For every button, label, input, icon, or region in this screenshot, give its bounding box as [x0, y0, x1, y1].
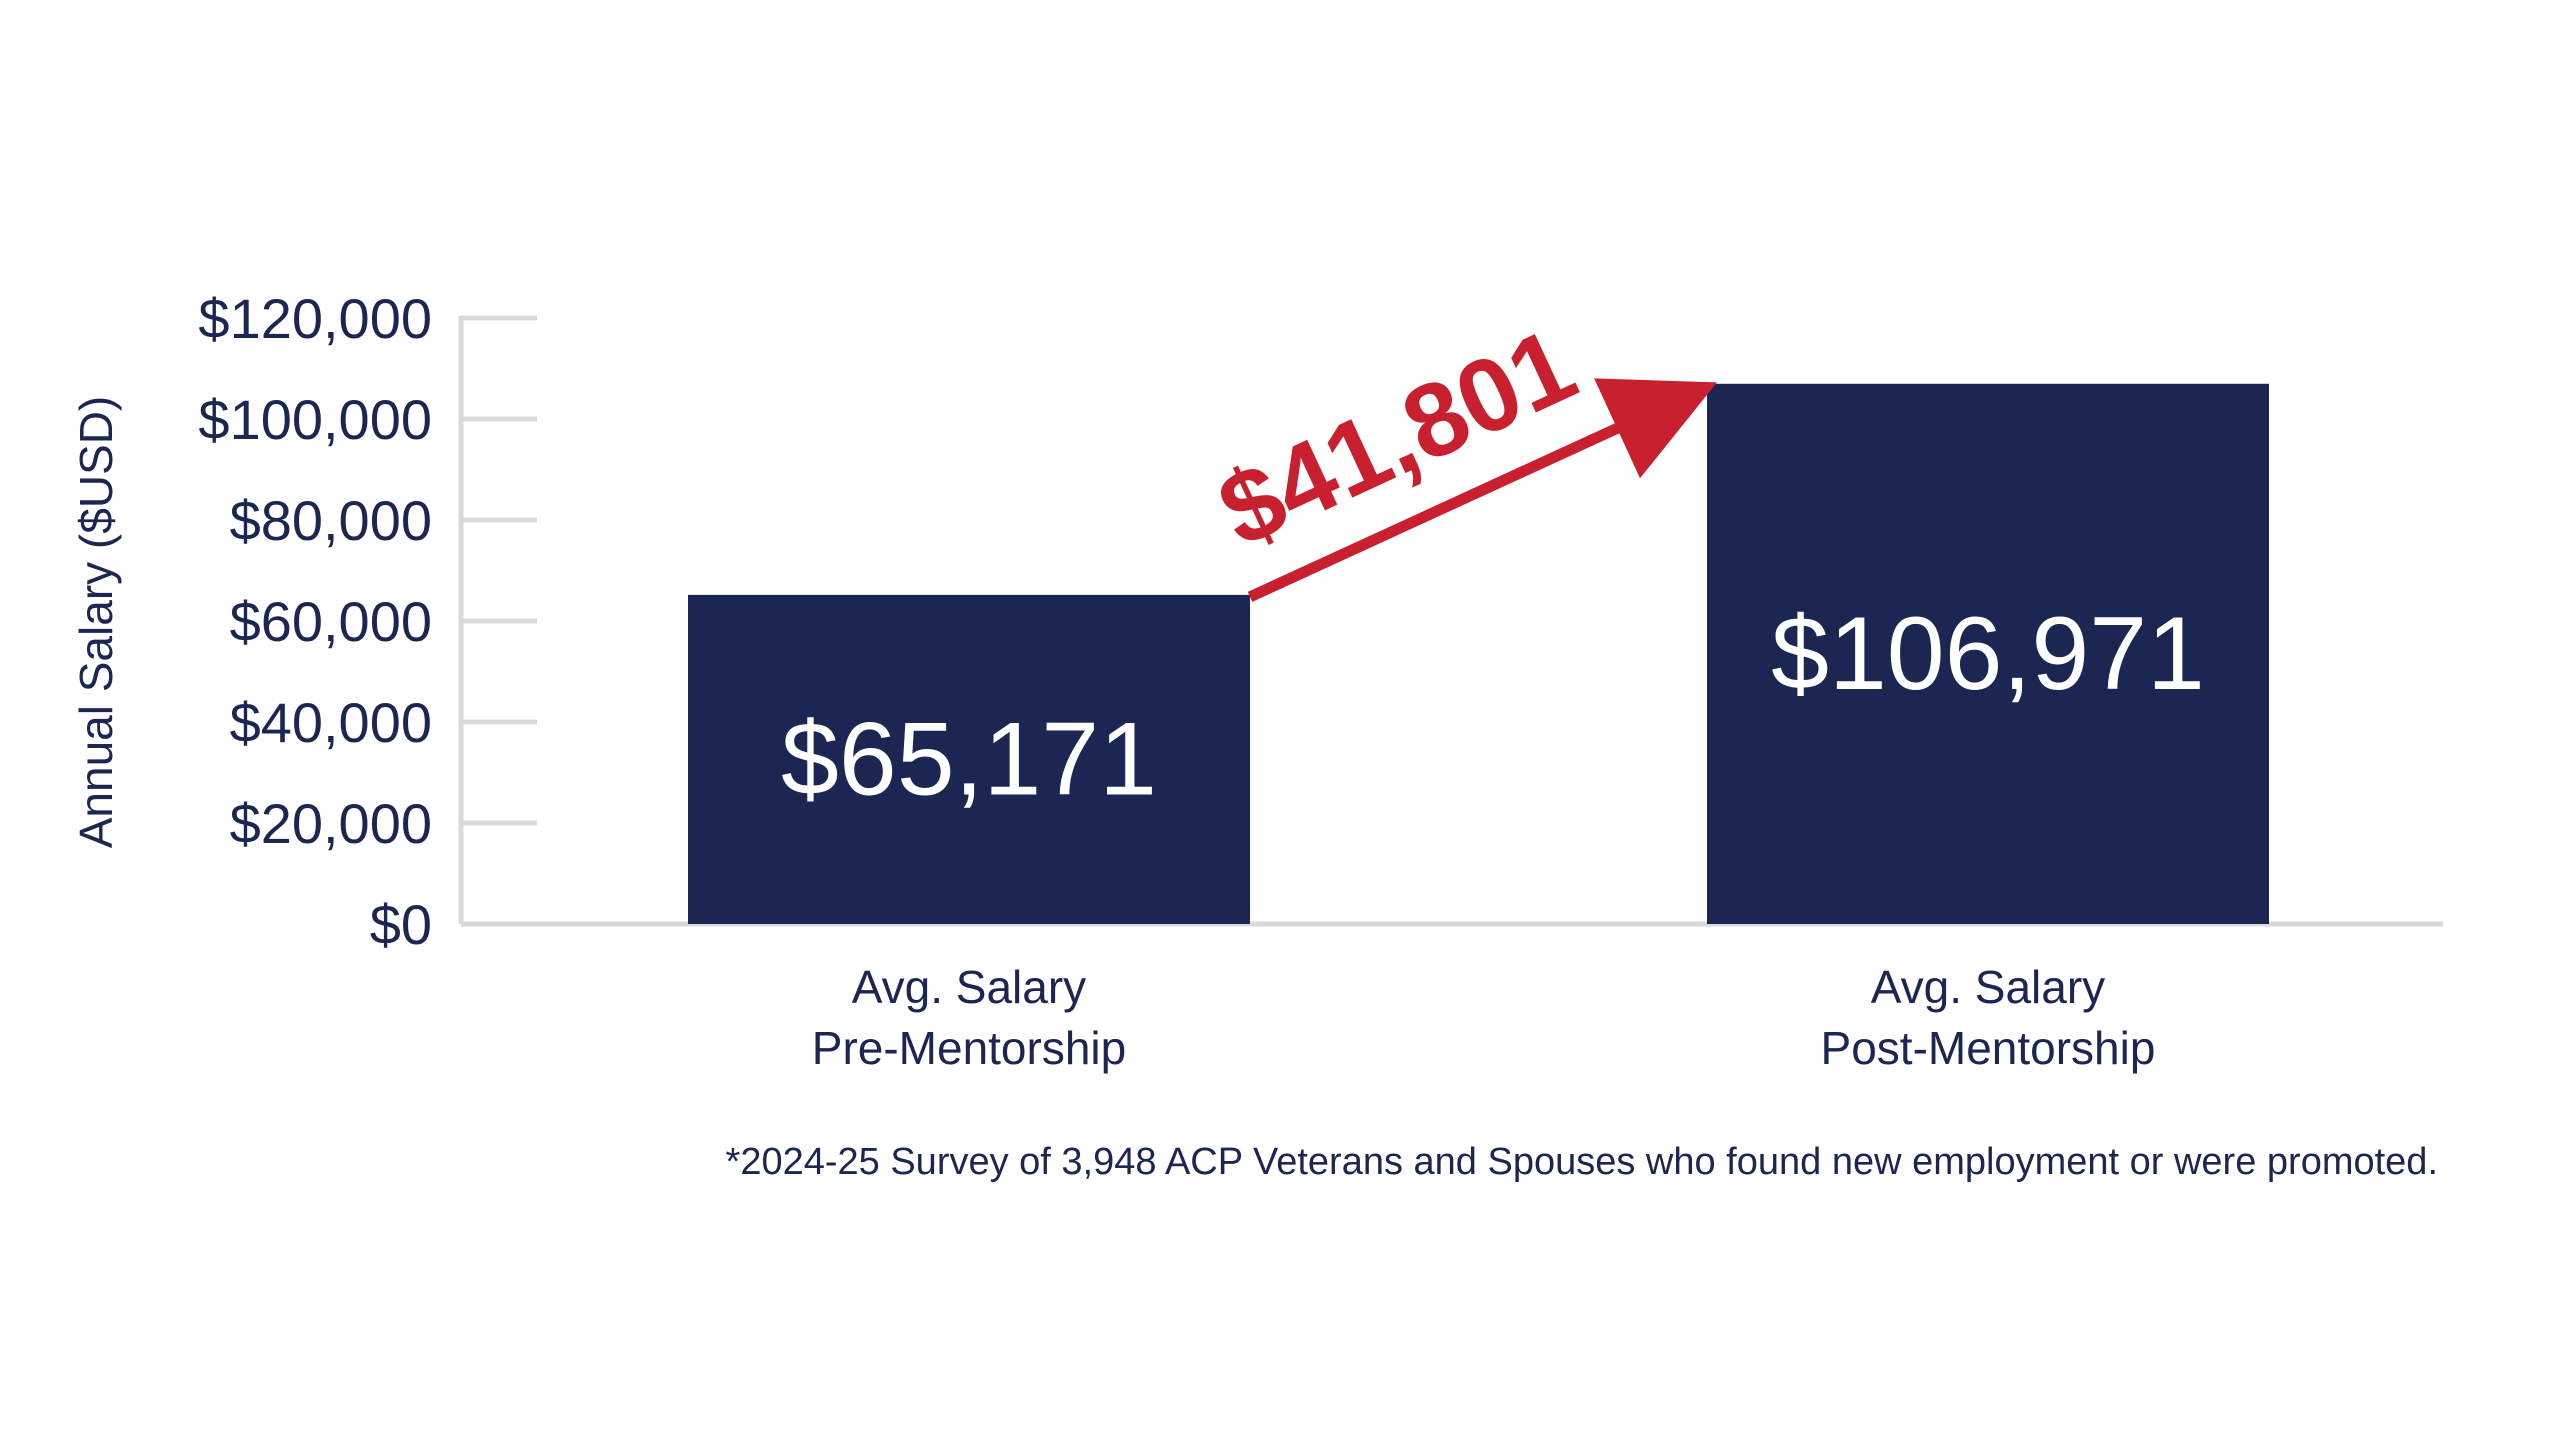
bar-data-label: $65,171: [781, 701, 1157, 817]
x-category-label: Post-Mentorship: [1821, 1022, 2156, 1074]
y-tick-label: $20,000: [230, 792, 432, 855]
y-tick-label: $40,000: [230, 691, 432, 754]
bar: [1707, 383, 2269, 924]
bar: [688, 594, 1250, 924]
y-tick-label: $60,000: [230, 590, 432, 653]
y-axis-title: Annual Salary ($USD): [70, 396, 122, 849]
y-tick-label: $80,000: [230, 489, 432, 552]
y-tick-label: $120,000: [198, 287, 432, 350]
increase-arrow: [1247, 378, 1717, 602]
bar-data-label: $106,971: [1771, 596, 2205, 712]
y-tick-label: $0: [370, 893, 432, 956]
x-category-label: Avg. Salary: [1871, 961, 2105, 1013]
x-category-label: Avg. Salary: [852, 961, 1086, 1013]
x-category-label: Pre-Mentorship: [812, 1022, 1126, 1074]
footnote: *2024-25 Survey of 3,948 ACP Veterans an…: [726, 1141, 2438, 1183]
y-tick-label: $100,000: [198, 388, 432, 451]
